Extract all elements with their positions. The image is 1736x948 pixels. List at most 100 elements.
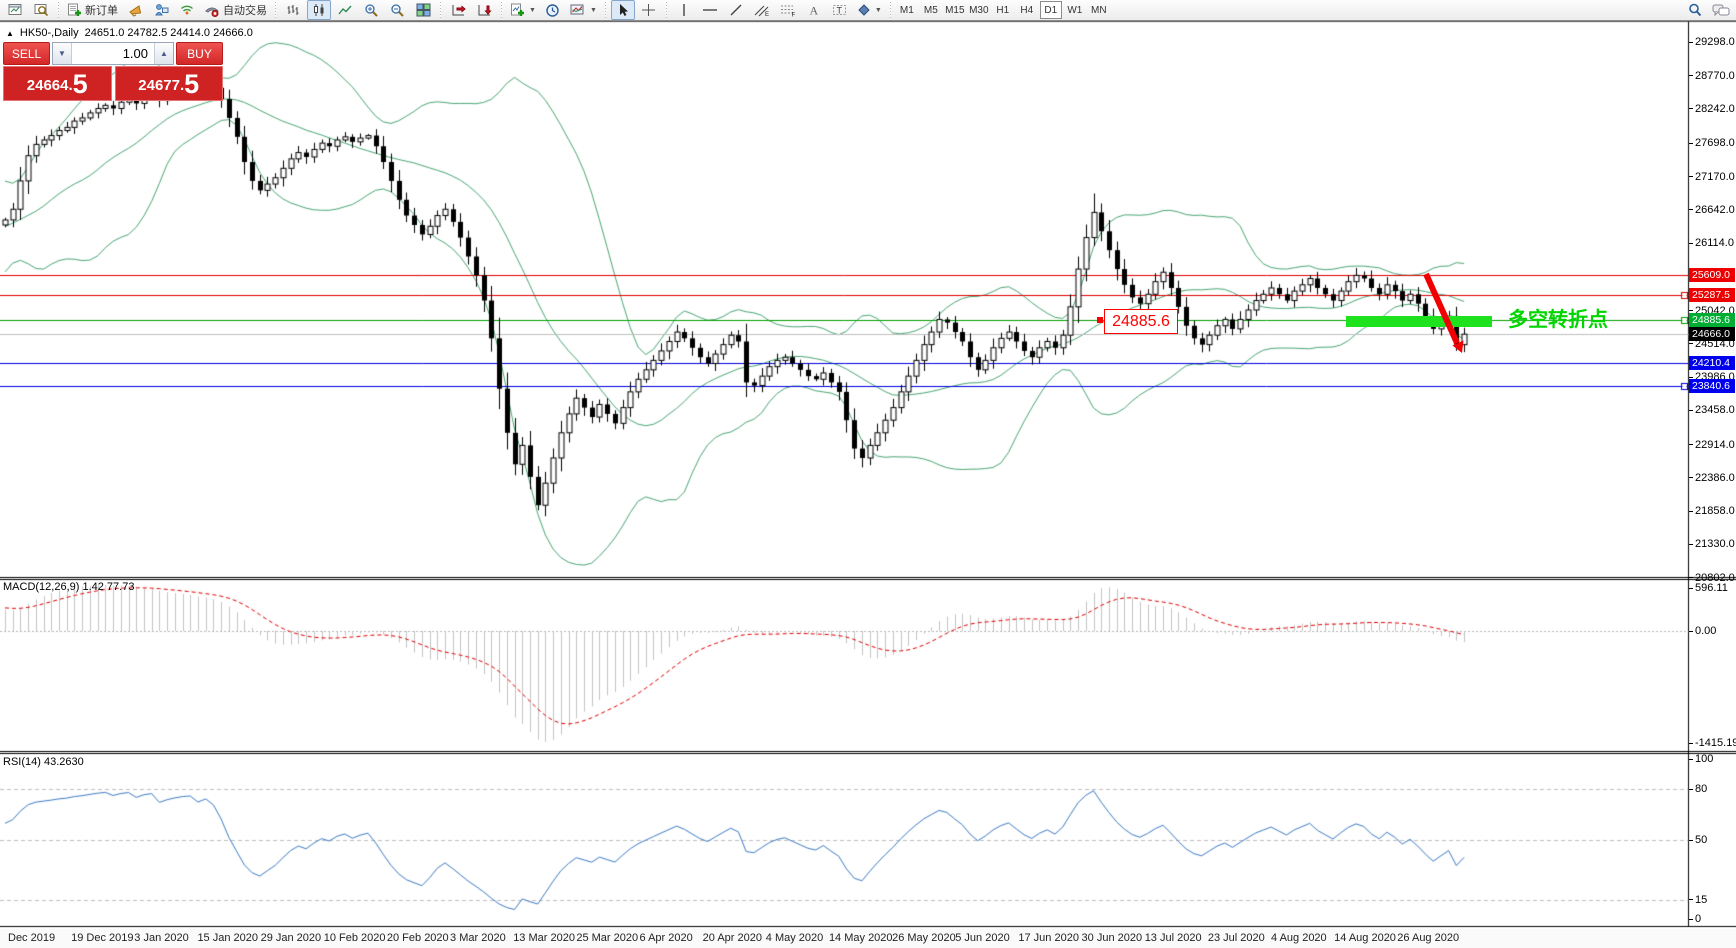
cursor-tool-button[interactable]	[610, 0, 635, 20]
volume-increase-button[interactable]: ▲	[154, 43, 173, 64]
buy-price-display[interactable]: 24677. 5	[114, 66, 223, 101]
autotrading-button[interactable]: 自动交易	[201, 0, 270, 20]
tab-timeframe-m5[interactable]: M5	[923, 4, 938, 16]
candlestick-mode-button[interactable]	[307, 0, 331, 20]
date-label: 15 Jan 2020	[197, 932, 258, 944]
add-indicator-button[interactable]: ▼	[507, 0, 539, 20]
price-tick-label: 28242.0	[1689, 103, 1735, 115]
price-tick-label: 22386.0	[1689, 472, 1735, 484]
tab-timeframe-h4[interactable]: H4	[1020, 4, 1034, 16]
dropdown-caret: ▼	[874, 6, 882, 14]
date-label: 23 Jul 2020	[1207, 932, 1265, 944]
chart-symbol-title: HK50-,Daily	[19, 27, 79, 39]
periods-clock-button[interactable]	[541, 0, 565, 20]
date-label: 30 Jun 2020	[1081, 932, 1143, 944]
search-button[interactable]	[1683, 0, 1707, 20]
text-tool[interactable]: A	[802, 0, 826, 20]
date-label: 4 Aug 2020	[1271, 932, 1327, 944]
line-chart-mode-button[interactable]	[333, 0, 357, 20]
toolbar-separator	[665, 2, 667, 18]
toolbar-separator	[275, 2, 276, 18]
date-axis[interactable]: Dec 2019 19 Dec 2019 3 Jan 2020 15 Jan 2020…	[0, 929, 1736, 948]
sell-button[interactable]: SELL	[3, 42, 50, 65]
price-level-tag: 23840.6	[1689, 379, 1735, 394]
tile-windows-button[interactable]	[411, 0, 435, 20]
volume-control: ▼ 1.00 ▲	[52, 42, 174, 65]
dropdown-caret: ▼	[529, 6, 536, 14]
sell-price-display[interactable]: 24664. 5	[3, 66, 112, 101]
channel-tool[interactable]: E	[750, 0, 774, 20]
tab-timeframe-mn[interactable]: MN	[1091, 4, 1107, 16]
zoom-in-button[interactable]	[359, 0, 383, 20]
alerts-horn-icon[interactable]	[123, 0, 147, 20]
macd-indicator-label: MACD(12,26,9) 1.42 77.73	[3, 581, 135, 593]
price-tick-label: 21330.0	[1689, 538, 1735, 550]
rsi-axis-label: 80	[1689, 783, 1707, 795]
buy-button[interactable]: BUY	[176, 42, 223, 65]
bar-chart-mode-button[interactable]	[281, 0, 305, 20]
one-click-trading-widget: SELL ▼ 1.00 ▲ BUY 24664. 5 24677. 5	[3, 42, 223, 101]
tab-timeframe-m30[interactable]: M30	[969, 4, 989, 16]
price-tick-label: 23458.0	[1689, 404, 1735, 416]
chart-header: ▲ HK50-,Daily 24651.0 24782.5 24414.0 24…	[6, 27, 253, 39]
fibonacci-tool[interactable]: F	[776, 0, 800, 20]
date-label: 19 Dec 2019	[71, 932, 134, 944]
arrows-tool[interactable]: ▼	[854, 0, 885, 20]
date-label: 3 Jan 2020	[134, 932, 189, 944]
support-highlight-bar[interactable]	[1346, 316, 1492, 327]
toolbar-separator	[440, 2, 441, 18]
date-label: 5 Jun 2020	[955, 932, 1010, 944]
chart-shift-button[interactable]	[446, 0, 470, 20]
collapse-arrow-icon[interactable]: ▲	[6, 28, 14, 38]
new-chart-button[interactable]	[3, 0, 27, 20]
tab-timeframe-m15[interactable]: M15	[945, 4, 965, 16]
volume-decrease-button[interactable]: ▼	[53, 43, 72, 64]
turning-point-text[interactable]: 多空转折点	[1508, 309, 1608, 331]
signals-icon[interactable]	[175, 0, 199, 20]
price-level-tag: 24885.6	[1689, 313, 1735, 328]
chat-button[interactable]	[1709, 0, 1733, 20]
tab-timeframe-w1[interactable]: W1	[1067, 4, 1083, 16]
date-label: 20 Apr 2020	[702, 932, 762, 944]
price-axis[interactable]: 29298.0 28770.0 28242.0 27698.0 27170.0 26642…	[1689, 22, 1736, 927]
toolbar-separator	[889, 2, 891, 18]
auto-scroll-button[interactable]	[472, 0, 496, 20]
vertical-line-tool[interactable]	[672, 0, 696, 20]
price-tick-label: 20802.0	[1689, 572, 1735, 584]
toolbar-separator	[58, 2, 59, 18]
macd-axis-label: 596.11	[1689, 582, 1728, 594]
macd-axis-label: -1415.19	[1689, 737, 1736, 749]
price-tick-label: 22914.0	[1689, 439, 1735, 451]
date-label: 29 Jan 2020	[260, 932, 322, 944]
chart-ohlc-values: 24651.0 24782.5 24414.0 24666.0	[84, 27, 253, 39]
price-tick-label: 27170.0	[1689, 171, 1735, 183]
svg-text:E: E	[765, 12, 769, 17]
tab-timeframe-d1[interactable]: D1	[1039, 1, 1062, 19]
trendline-tool[interactable]	[724, 0, 748, 20]
date-label: 26 May 2020	[892, 932, 956, 944]
price-level-tag: 25287.5	[1689, 288, 1735, 303]
rsi-axis-label: 100	[1689, 753, 1713, 765]
new-order-button[interactable]: 新订单	[64, 0, 121, 20]
date-label: 10 Feb 2020	[323, 932, 386, 944]
price-level-tag: 25609.0	[1689, 267, 1735, 282]
horizontal-line-tool[interactable]	[698, 0, 722, 20]
rsi-axis-label: 15	[1689, 894, 1707, 906]
chart-profiles-button[interactable]	[29, 0, 53, 20]
tab-timeframe-m1[interactable]: M1	[899, 4, 914, 16]
date-label: 13 Jul 2020	[1144, 932, 1202, 944]
expert-advisor-icon[interactable]	[149, 0, 173, 20]
date-label: 17 Jun 2020	[1018, 932, 1079, 944]
volume-input[interactable]: 1.00	[122, 46, 148, 61]
price-note-box[interactable]: 24885.6	[1104, 309, 1178, 334]
text-label-tool[interactable]: T	[828, 0, 852, 20]
crosshair-tool-button[interactable]	[637, 0, 661, 20]
macd-axis-label: 0.00	[1689, 625, 1716, 637]
date-label: 14 Aug 2020	[1334, 932, 1396, 944]
zoom-out-button[interactable]	[385, 0, 409, 20]
tab-timeframe-h1[interactable]: H1	[996, 4, 1010, 16]
templates-button[interactable]: ▼	[567, 0, 600, 20]
price-tick-label: 29298.0	[1689, 36, 1735, 48]
